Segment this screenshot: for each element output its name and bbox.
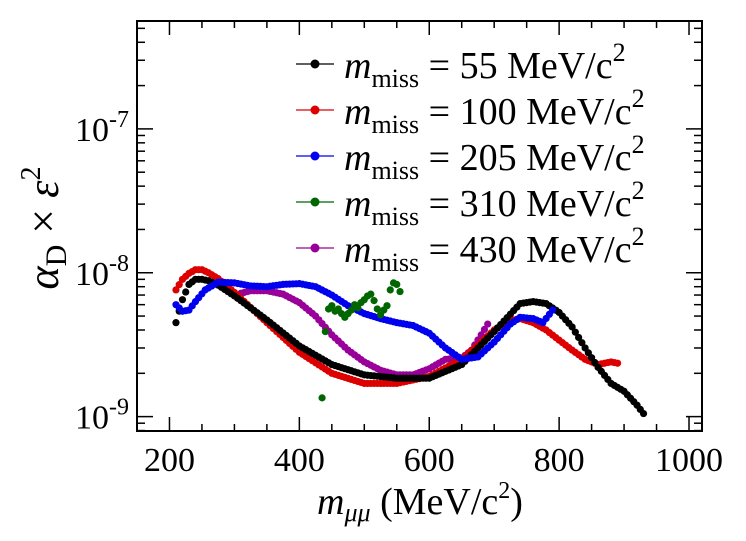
data-point (373, 305, 381, 313)
y-axis-title-var1: α (19, 265, 68, 289)
legend-entry: mmiss = 205 MeV/c2 (296, 130, 645, 185)
legend-marker (310, 151, 320, 161)
data-point (396, 287, 404, 296)
data-point (172, 286, 180, 294)
x-axis-title-sup: 2 (498, 478, 510, 504)
x-tick-label: 200 (144, 442, 195, 479)
data-point (639, 409, 648, 418)
legend-label: mmiss = 55 MeV/c2 (344, 38, 626, 93)
x-axis-title-sub: μμ (344, 498, 371, 527)
legend-label: mmiss = 310 MeV/c2 (344, 176, 645, 231)
axes-layer: 200 400 600 800 1000 10-9 10-8 10-7 (75, 21, 723, 479)
x-axis-title: mμμ (MeV/c2) (317, 478, 523, 527)
data-point (386, 286, 394, 294)
data-point (175, 281, 183, 289)
x-axis-title-unit: (MeV/c (371, 481, 499, 523)
legend-marker (310, 243, 320, 253)
x-axis-title-var: m (317, 481, 344, 523)
y-axis-title-times: × (19, 198, 68, 245)
series-4 (318, 279, 404, 402)
data-point (393, 280, 401, 288)
data-point (549, 306, 557, 314)
data-point (484, 320, 492, 328)
legend-label: mmiss = 100 MeV/c2 (344, 84, 645, 139)
data-point (347, 306, 355, 314)
y-tick-label: 10-9 (75, 395, 129, 437)
legend-entry: mmiss = 430 MeV/c2 (296, 222, 645, 277)
legend-entry: mmiss = 100 MeV/c2 (296, 84, 645, 139)
x-tick-label: 1000 (655, 442, 723, 479)
data-point (178, 296, 187, 304)
y-axis-title: αD × ε2 (16, 167, 73, 290)
data-point (613, 359, 622, 367)
legend-entry: mmiss = 310 MeV/c2 (296, 176, 645, 231)
data-point (172, 319, 180, 327)
data-point (568, 323, 576, 331)
x-axis-title-close: ) (510, 481, 523, 523)
data-point (182, 288, 190, 296)
y-axis-title-var2: ε (19, 180, 68, 198)
data-point (578, 339, 586, 347)
y-tick-label: 10-8 (75, 251, 129, 293)
legend-label: mmiss = 205 MeV/c2 (344, 130, 645, 185)
x-tick-label: 800 (534, 442, 585, 479)
x-tick-label: 400 (274, 442, 325, 479)
data-point (571, 328, 579, 336)
plot-frame (136, 20, 703, 432)
data-point (575, 333, 583, 342)
data-point (367, 290, 375, 298)
legend-marker (310, 59, 320, 69)
data-point (480, 325, 489, 334)
y-tick-label: 10-7 (75, 107, 129, 149)
points-layer (172, 266, 648, 418)
series-1 (172, 275, 648, 418)
data-point (328, 302, 336, 310)
legend-marker (310, 105, 320, 115)
data-point (383, 302, 391, 310)
legend-entry: mmiss = 55 MeV/c2 (296, 38, 626, 93)
y-axis-title-sub: D (40, 245, 73, 267)
x-tick-label: 600 (404, 442, 455, 479)
data-point (354, 304, 362, 312)
data-point (370, 297, 378, 305)
legend-label: mmiss = 430 MeV/c2 (344, 222, 645, 277)
y-axis-title-sup: 2 (16, 167, 47, 181)
data-point (321, 327, 329, 336)
data-point (318, 394, 326, 402)
legend-marker (310, 197, 320, 207)
